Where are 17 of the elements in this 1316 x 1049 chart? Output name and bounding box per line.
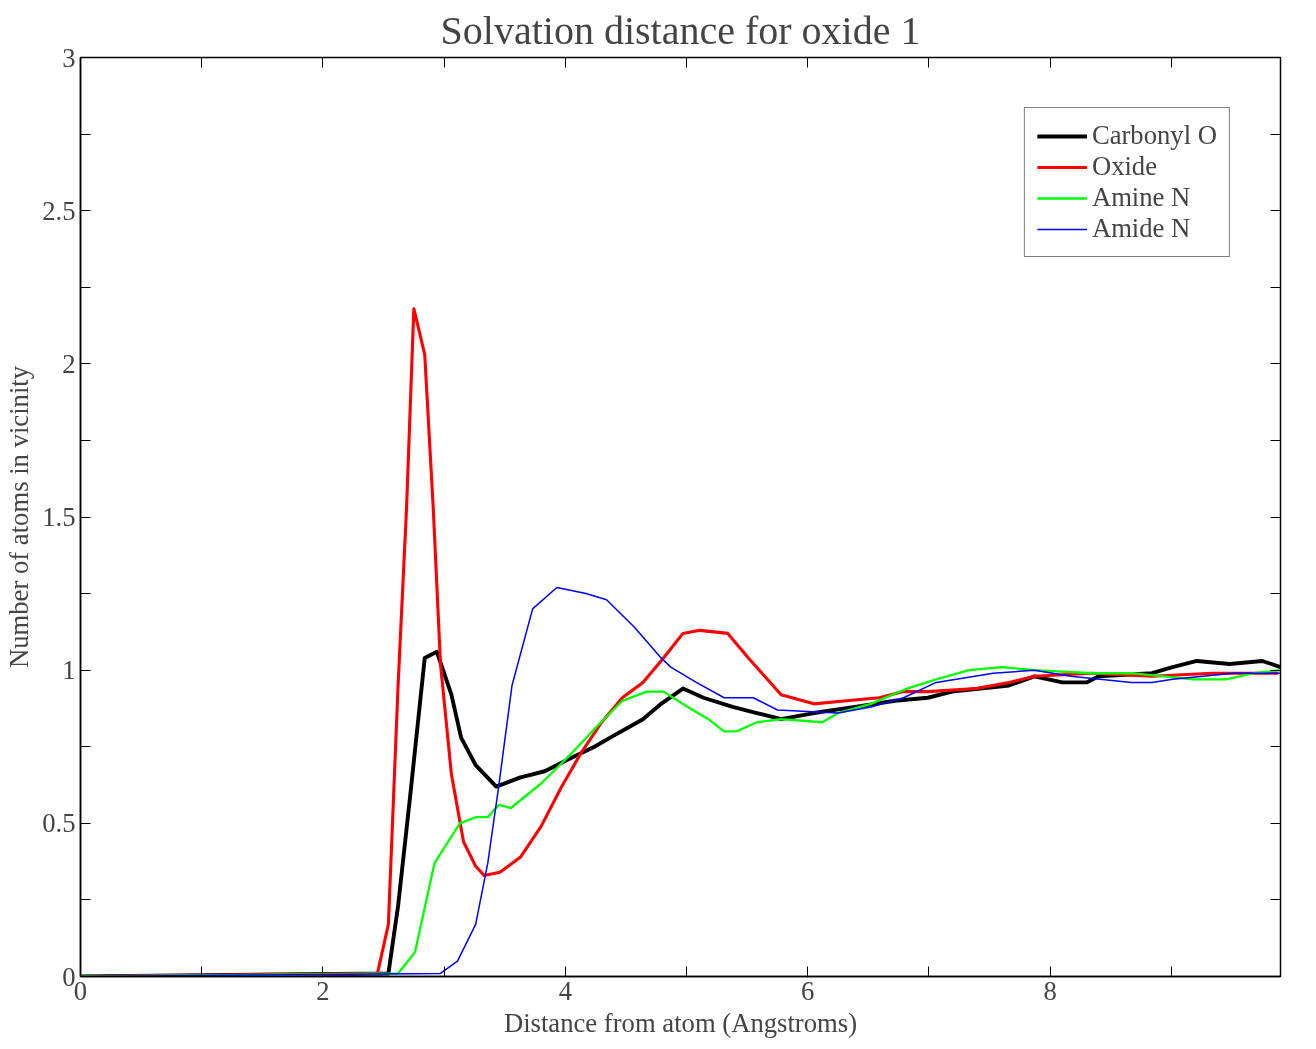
legend-label: Amide N <box>1091 213 1191 244</box>
y-tick-label: 0.5 <box>42 808 76 839</box>
y-tick-label: 1 <box>62 655 76 686</box>
x-tick-label: 6 <box>801 975 815 1006</box>
y-tick-label: 3 <box>62 42 76 73</box>
x-tick-label: 8 <box>1043 975 1057 1006</box>
legend-label: Amine N <box>1091 182 1191 213</box>
x-tick-label: 2 <box>316 975 330 1006</box>
y-tick-label: 1.5 <box>42 502 76 532</box>
y-tick-label: 2 <box>62 348 76 379</box>
x-tick-label: 4 <box>558 975 573 1006</box>
x-axis-title: Distance from atom (Angstroms) <box>503 1007 858 1038</box>
chart-title: Solvation distance for oxide 1 <box>440 7 921 53</box>
y-axis-title: Number of atoms in vicinity <box>4 365 35 669</box>
y-tick-label: 2.5 <box>42 195 76 226</box>
legend-label: Oxide <box>1091 151 1158 182</box>
legend-label: Carbonyl O <box>1091 120 1217 151</box>
